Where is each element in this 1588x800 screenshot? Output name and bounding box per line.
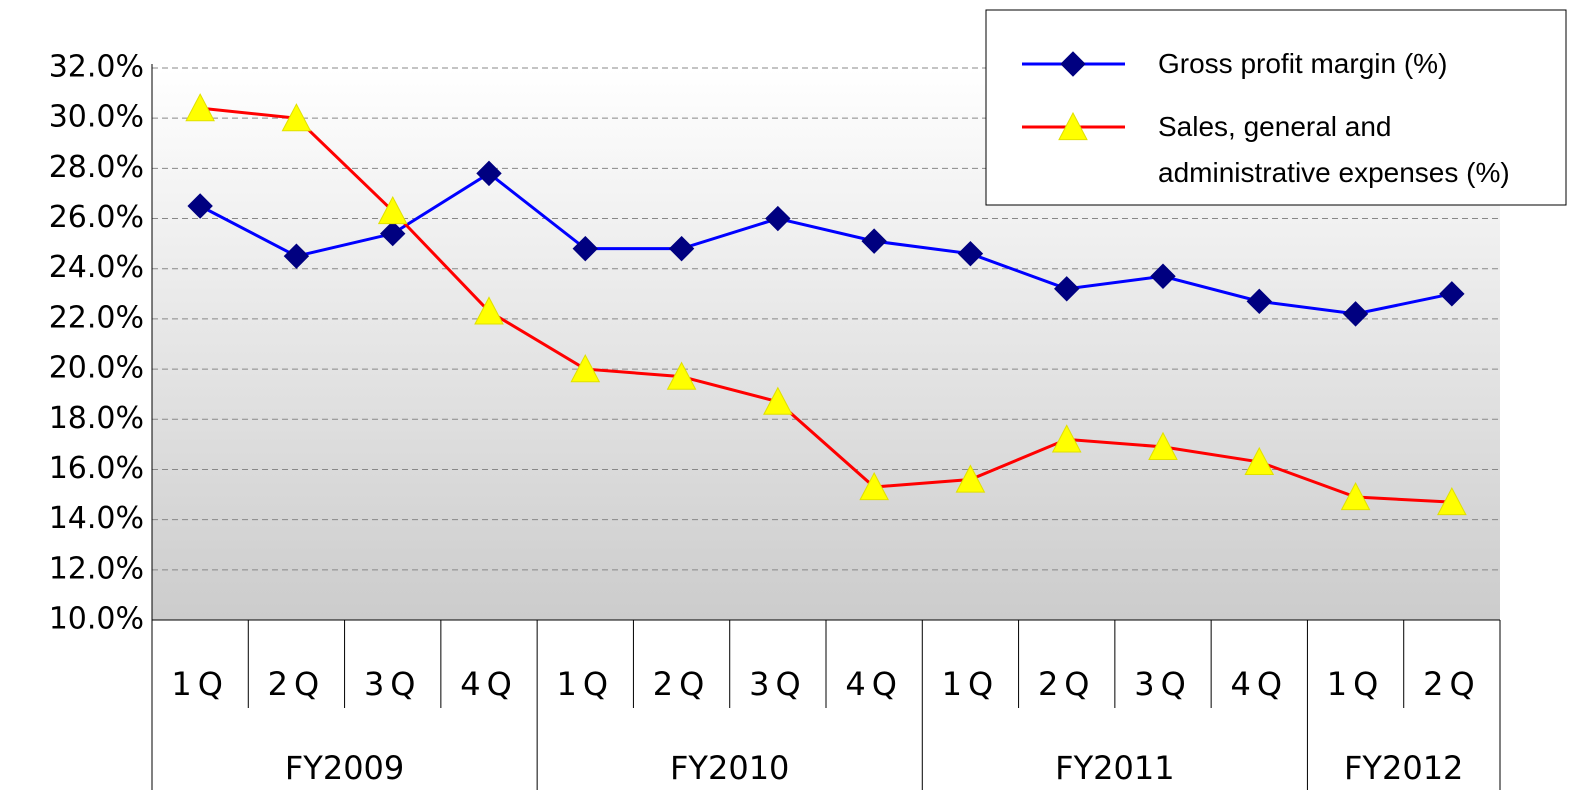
legend-label: Gross profit margin (%) xyxy=(1158,48,1448,79)
y-tick-label: 14.0% xyxy=(49,501,144,536)
triangle-marker xyxy=(955,464,986,493)
diamond-marker xyxy=(861,228,887,254)
group-label: FY2012 xyxy=(1344,749,1463,787)
diamond-marker xyxy=(1060,51,1086,77)
y-tick-label: 30.0% xyxy=(49,100,144,135)
diamond-marker xyxy=(283,243,310,269)
x-tick-label: 2Q xyxy=(653,665,711,703)
y-tick-label: 28.0% xyxy=(49,150,144,185)
y-tick-label: 16.0% xyxy=(49,451,144,486)
x-tick-label: 3Q xyxy=(749,665,807,703)
triangle-marker xyxy=(281,103,312,132)
diamond-marker xyxy=(668,235,695,262)
triangle-marker xyxy=(763,386,793,415)
diamond-marker xyxy=(1342,301,1369,327)
x-tick-label: 3Q xyxy=(1134,665,1192,703)
triangle-marker xyxy=(377,195,408,225)
triangle-marker xyxy=(1051,424,1082,453)
y-tick-label: 20.0% xyxy=(49,351,144,386)
x-tick-label: 4Q xyxy=(1231,665,1289,703)
triangle-marker xyxy=(1148,431,1178,460)
legend-box xyxy=(985,9,1567,206)
y-tick-label: 24.0% xyxy=(49,250,144,285)
x-tick-label: 3Q xyxy=(364,665,422,703)
y-tick-label: 18.0% xyxy=(49,401,144,436)
series-line xyxy=(199,106,1452,504)
y-tick-label: 10.0% xyxy=(49,602,144,637)
triangle-marker xyxy=(859,471,889,501)
triangle-marker xyxy=(1244,446,1275,476)
diamond-marker xyxy=(1246,288,1272,315)
triangle-marker xyxy=(1340,481,1371,511)
x-tick-label: 4Q xyxy=(460,665,518,703)
diamond-marker xyxy=(572,235,598,262)
triangle-marker xyxy=(570,354,601,383)
diamond-marker xyxy=(476,160,502,187)
group-label: FY2009 xyxy=(285,749,404,787)
x-tick-label: 4Q xyxy=(845,665,903,703)
x-tick-label: 2Q xyxy=(1423,665,1481,703)
diamond-marker xyxy=(187,193,213,219)
x-tick-label: 1Q xyxy=(171,665,229,703)
x-tick-label: 2Q xyxy=(1038,665,1096,703)
diamond-marker xyxy=(765,205,791,232)
x-tick-label: 1Q xyxy=(942,665,1000,703)
y-tick-label: 26.0% xyxy=(49,200,144,235)
y-tick-label: 32.0% xyxy=(49,50,144,85)
diamond-marker xyxy=(380,220,406,247)
triangle-marker xyxy=(1058,111,1088,141)
x-tick-label: 1Q xyxy=(1327,665,1385,703)
diamond-marker xyxy=(1054,276,1080,302)
y-tick-label: 22.0% xyxy=(49,300,144,335)
x-tick-label: 2Q xyxy=(268,665,326,703)
triangle-marker xyxy=(666,361,697,390)
diamond-marker xyxy=(957,240,984,267)
legend-label: Sales, general and administrative expens… xyxy=(1158,111,1510,188)
triangle-marker xyxy=(185,93,215,122)
triangle-marker xyxy=(1437,486,1467,516)
x-tick-label: 1Q xyxy=(557,665,615,703)
y-tick-label: 12.0% xyxy=(49,551,144,586)
triangle-marker xyxy=(474,296,504,325)
series-line xyxy=(199,171,1453,316)
diamond-marker xyxy=(1150,263,1176,289)
diamond-marker xyxy=(1439,281,1465,307)
group-label: FY2010 xyxy=(670,749,789,787)
group-label: FY2011 xyxy=(1055,749,1174,787)
